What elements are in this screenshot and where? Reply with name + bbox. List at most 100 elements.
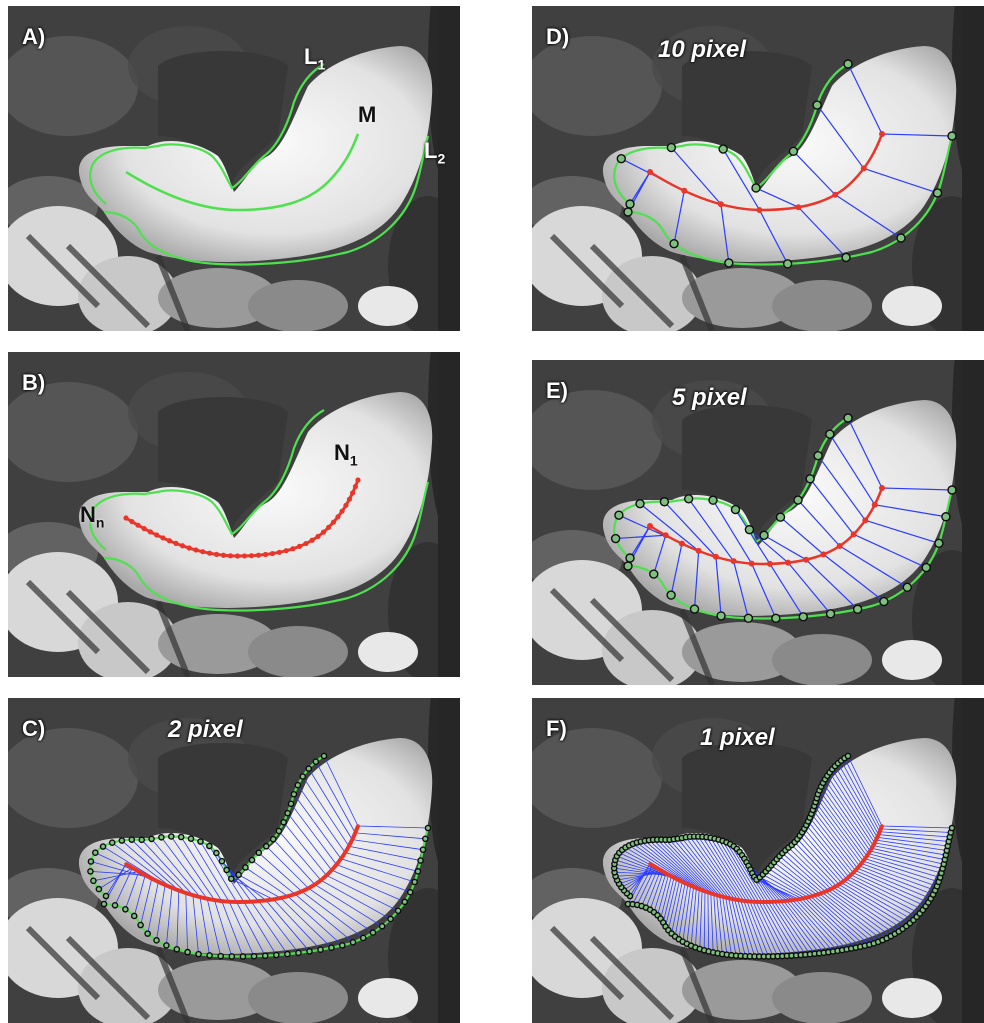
midline-node: [123, 515, 129, 521]
midline-node: [658, 868, 663, 873]
mri-image-b: [8, 352, 460, 677]
boundary-node: [275, 827, 283, 835]
midline-node: [276, 549, 282, 555]
midline-node: [732, 897, 737, 902]
boundary-node: [422, 835, 429, 843]
midline-node: [874, 838, 878, 842]
boundary-node: [206, 842, 213, 850]
midline-node: [875, 835, 880, 840]
midline-node: [695, 547, 702, 554]
boundary-node: [138, 836, 146, 844]
n1-marker: N1: [334, 440, 358, 469]
boundary-node: [294, 781, 302, 789]
boundary-node: [87, 868, 94, 875]
midline-node: [347, 844, 351, 849]
midline-node: [309, 537, 315, 543]
boundary-node: [394, 907, 402, 915]
midline-node: [249, 899, 254, 904]
boundary-node: [623, 561, 633, 571]
midline-node: [141, 526, 147, 532]
boundary-node: [305, 765, 313, 772]
boundary-node: [248, 856, 256, 864]
boundary-node: [417, 857, 424, 864]
m-marker: M: [358, 102, 377, 127]
midline-node: [271, 897, 276, 902]
midline-node: [839, 880, 844, 885]
midline-node: [135, 522, 141, 528]
midline-node: [809, 894, 813, 899]
midline-node: [855, 866, 860, 871]
midline-node: [264, 898, 268, 903]
boundary-node: [280, 818, 287, 826]
midline-node: [769, 900, 774, 904]
boundary-node: [411, 878, 418, 886]
boundary-node: [844, 752, 852, 760]
boundary-node: [122, 905, 129, 913]
boundary-node: [419, 846, 427, 853]
midline-node: [303, 540, 309, 547]
midline-node: [836, 543, 843, 550]
boundary-node: [813, 450, 823, 461]
boundary-node: [284, 950, 291, 958]
boundary-node: [184, 948, 191, 956]
midline-node: [166, 538, 173, 544]
boundary-node: [213, 849, 220, 857]
midline-node: [666, 873, 671, 877]
midline-node: [794, 897, 798, 902]
midline-node: [862, 517, 869, 524]
midline-node: [269, 550, 276, 557]
boundary-node: [744, 524, 755, 535]
boundary-node: [625, 199, 635, 209]
boundary-node: [843, 413, 853, 423]
midline-node: [735, 898, 740, 902]
midline-node: [669, 874, 674, 879]
midline-node: [319, 878, 323, 883]
midline-node: [781, 899, 786, 903]
boundary-node: [424, 824, 432, 832]
boundary-node: [625, 553, 635, 563]
midline-node: [313, 882, 317, 887]
midline-node: [754, 900, 758, 904]
midline-node: [306, 886, 311, 891]
boundary-node: [111, 902, 119, 909]
boundary-node: [941, 512, 951, 522]
panel-f-label: F): [546, 716, 567, 741]
boundary-node: [87, 858, 95, 865]
midline-node: [756, 206, 763, 213]
midline-node: [751, 899, 755, 904]
midline-node: [647, 169, 653, 175]
midline-node: [683, 881, 687, 885]
midline-node: [814, 892, 819, 897]
midline-node: [797, 897, 801, 901]
boundary-node: [306, 948, 313, 955]
boundary-node: [666, 590, 676, 600]
boundary-node: [649, 569, 659, 579]
midline-node: [200, 549, 206, 555]
boundary-node: [793, 495, 803, 505]
mri-image-c: [8, 698, 460, 1023]
boundary-node: [163, 942, 170, 949]
midline-node: [709, 891, 713, 896]
midline-node: [662, 532, 669, 539]
mri-image-f: [532, 698, 984, 1023]
boundary-node: [290, 790, 298, 798]
boundary-node: [95, 885, 103, 893]
panel-e-title: 5 pixel: [672, 384, 747, 411]
boundary-node: [669, 239, 679, 249]
panel-d-label: D): [546, 24, 570, 49]
boundary-node: [879, 596, 889, 607]
boundary-node: [158, 833, 165, 841]
midline-node: [717, 894, 722, 898]
midline-node: [283, 548, 289, 554]
midline-node: [170, 885, 174, 890]
boundary-node: [227, 875, 235, 883]
boundary-node: [751, 183, 761, 193]
midline-node: [879, 827, 883, 831]
midline-node: [339, 508, 345, 514]
boundary-node: [148, 835, 155, 843]
midline-node: [806, 895, 810, 900]
midline-node: [711, 892, 716, 896]
midline-node: [865, 854, 869, 858]
midline-node: [339, 856, 343, 861]
panel-b-label: B): [22, 370, 46, 395]
